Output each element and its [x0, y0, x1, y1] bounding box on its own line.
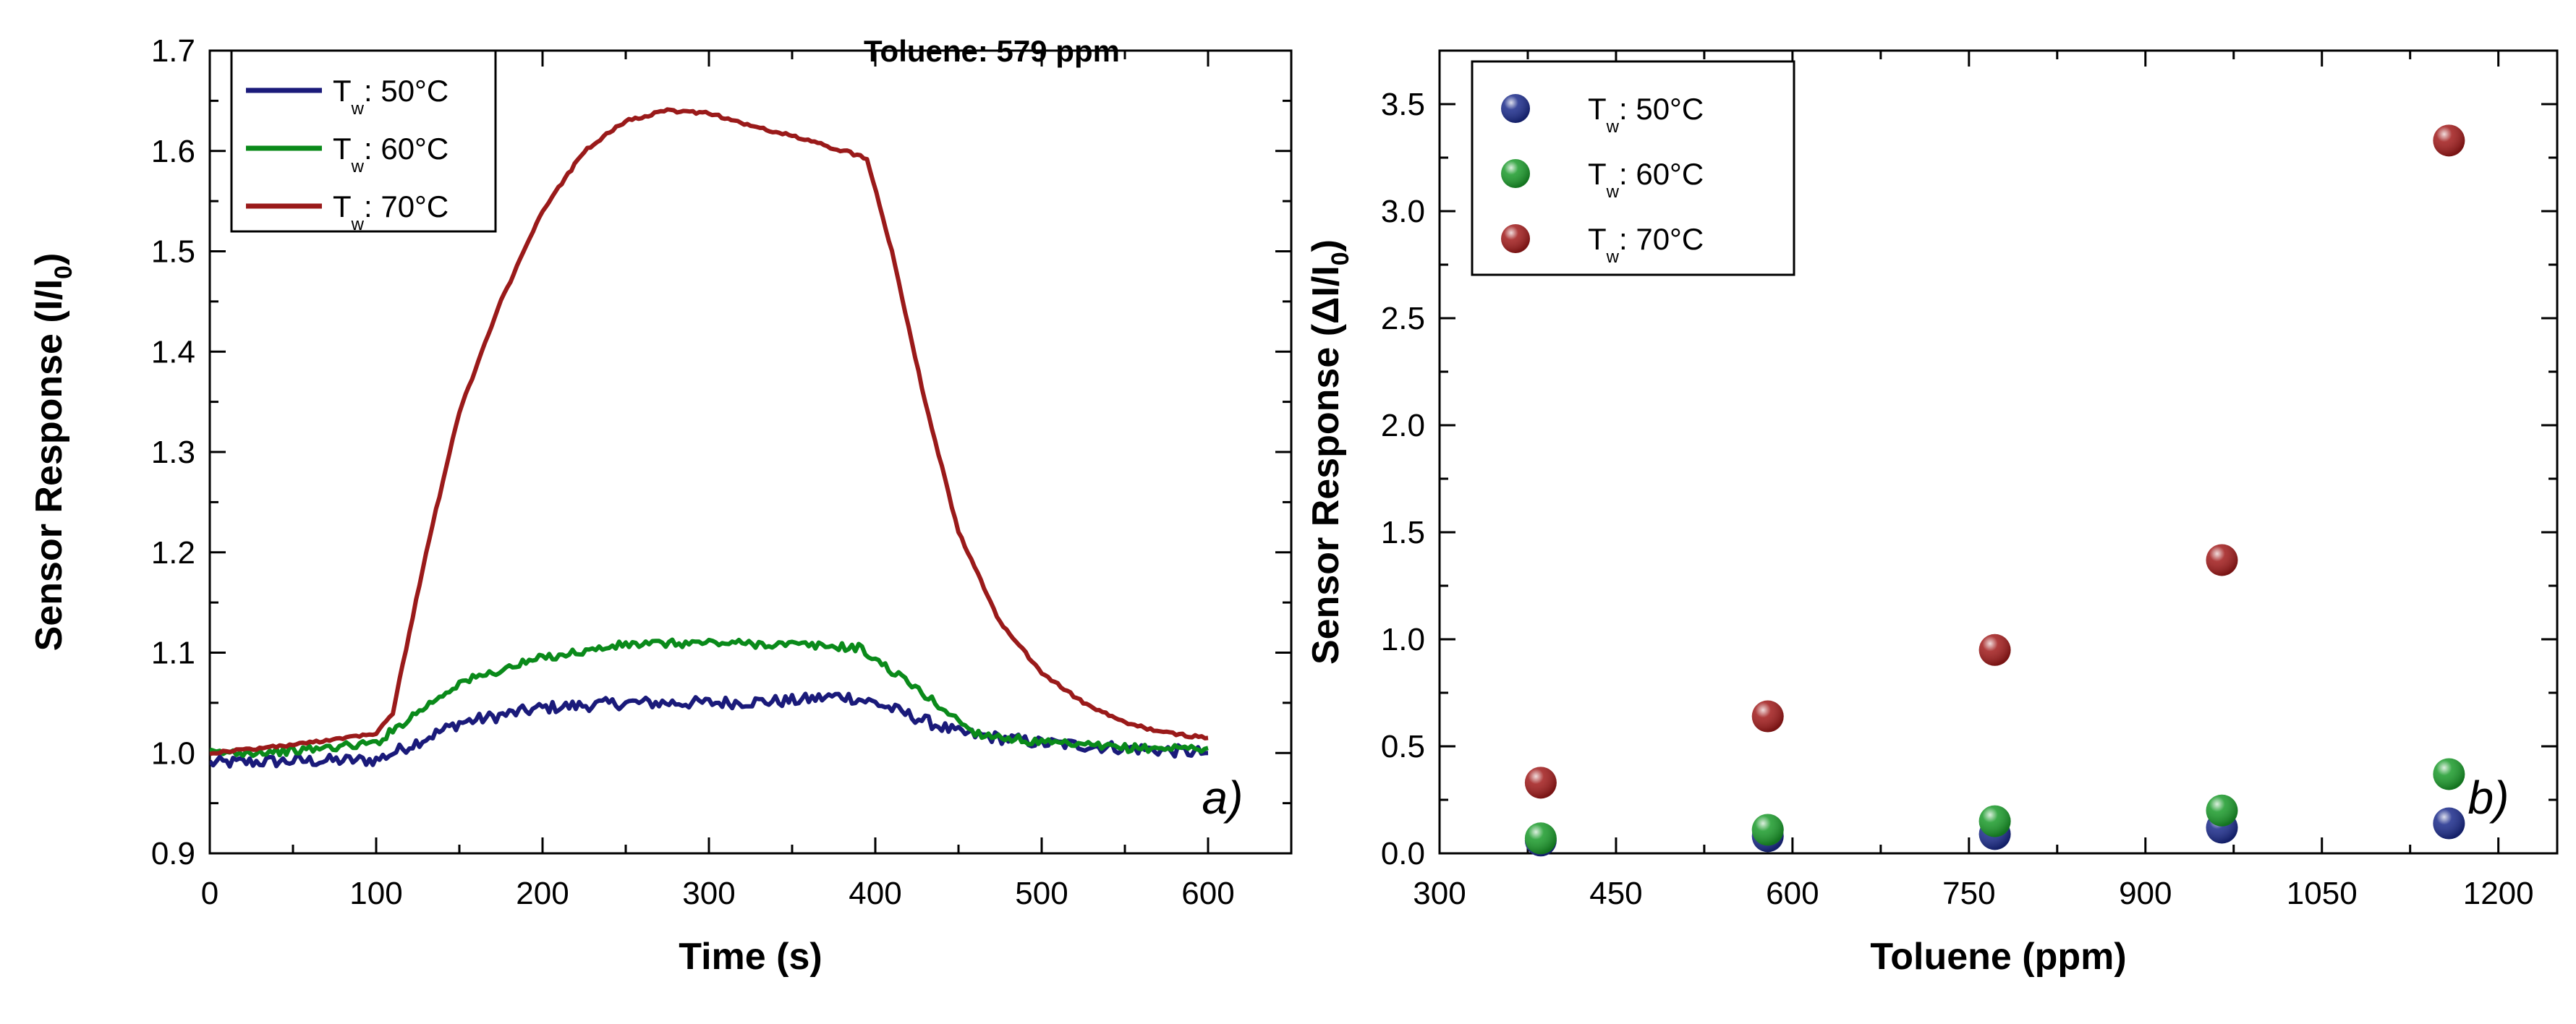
legend-label-sub: w [351, 157, 365, 176]
panel-label: a) [1202, 772, 1244, 824]
y-axis-title-close: ) [1305, 239, 1347, 252]
legend-label-sub: w [1606, 117, 1620, 137]
legend-label-sub: w [351, 99, 365, 119]
legend-label-main: T [333, 74, 352, 108]
legend-label: Tw: 60°C [1588, 157, 1704, 202]
y-tick-label: 1.0 [1381, 622, 1425, 657]
legend-label-rest: : 50°C [1619, 92, 1704, 126]
y-axis-title: Sensor Response (I/I0) [28, 253, 77, 652]
x-axis-title: Toluene (ppm) [1870, 936, 2126, 978]
x-tick-label: 450 [1589, 876, 1642, 911]
legend: Tw: 50°CTw: 60°CTw: 70°C [230, 49, 497, 234]
data-point-shine [2433, 758, 2465, 790]
y-axis-title-sub: 0 [50, 265, 77, 279]
legend-label: Tw: 50°C [1588, 92, 1704, 137]
legend-label-main: T [333, 189, 352, 223]
data-point-shine [1751, 814, 1784, 846]
data-point-shine [2433, 807, 2465, 840]
data-point-shine [1751, 700, 1784, 733]
y-axis-title-main: Sensor Response (ΔI/I [1305, 265, 1347, 665]
legend-label: Tw: 70°C [333, 189, 449, 234]
plot-frame [1438, 49, 2559, 855]
y-tick-label: 1.1 [151, 636, 195, 671]
legend-label-rest: : 60°C [364, 132, 449, 166]
legend-label-main: T [1588, 222, 1607, 256]
data-point-shine [2433, 124, 2465, 157]
legend-label-main: T [1588, 92, 1607, 126]
panel-a: 0 100 200 300 400 500 600 0.9 1.0 1.1 1.2 1.3 1.4 1.5… [28, 33, 1293, 978]
x-tick-label: 1050 [2287, 876, 2358, 911]
y-tick-label: 2.0 [1381, 408, 1425, 443]
legend-label-rest: : 70°C [364, 189, 449, 223]
y-tick-label: 3.0 [1381, 194, 1425, 229]
legend-label-sub: w [1606, 247, 1620, 267]
x-tick-label: 200 [516, 876, 569, 911]
annotation-text: Toluene: 579 ppm [864, 34, 1120, 68]
x-tick-label: 600 [1181, 876, 1234, 911]
series-line-3 [210, 107, 1209, 756]
data-point-shine [1524, 822, 1557, 855]
y-tick-label: 2.5 [1381, 301, 1425, 336]
x-tick-label: 750 [1942, 876, 1995, 911]
legend-label-sub: w [351, 215, 365, 234]
x-tick-label: 300 [682, 876, 735, 911]
y-tick-label: 0.5 [1381, 729, 1425, 764]
x-tick-label: 900 [2119, 876, 2172, 911]
series-line-2 [210, 637, 1209, 759]
data-point-shine [1978, 805, 2011, 837]
x-tick-label: 600 [1766, 876, 1819, 911]
y-axis-title-main: Sensor Response (I/I [28, 279, 70, 651]
x-axis-title: Time (s) [679, 936, 822, 978]
legend-label: Tw: 70°C [1588, 222, 1704, 267]
legend-label-rest: : 70°C [1619, 222, 1704, 256]
x-tick-label: 0 [201, 876, 218, 911]
data-point-shine [2206, 544, 2238, 576]
x-tick-label: 500 [1015, 876, 1068, 911]
legend-label: Tw: 50°C [333, 74, 449, 119]
y-axis-title-close: ) [28, 253, 70, 265]
y-tick-label: 0.9 [151, 836, 195, 871]
y-tick-label: 1.5 [151, 234, 195, 270]
legend-marker-shine [1501, 159, 1530, 188]
y-tick-label: 1.6 [151, 134, 195, 169]
data-point-shine [1978, 633, 2011, 666]
legend: Tw: 50°CTw: 60°CTw: 70°C [1471, 60, 1795, 276]
y-tick-label: 1.0 [151, 735, 195, 771]
y-tick-label: 3.5 [1381, 87, 1425, 122]
legend-label-sub: w [1606, 182, 1620, 202]
y-tick-label: 1.3 [151, 435, 195, 470]
y-tick-label: 1.5 [1381, 515, 1425, 550]
x-tick-label: 1200 [2463, 876, 2534, 911]
legend-label-main: T [333, 132, 352, 166]
data-point-shine [1524, 767, 1557, 799]
x-tick-label: 400 [849, 876, 901, 911]
legend-label-rest: : 50°C [364, 74, 449, 108]
panel-b: 300 450 600 750 900 1050 1200 0.0 0.5 1.0 1.5 2.0 2.… [1305, 49, 2559, 978]
legend-label-rest: : 60°C [1619, 157, 1704, 191]
panel-label: b) [2468, 772, 2509, 824]
y-axis-title-sub: 0 [1327, 252, 1354, 265]
x-tick-label: 300 [1413, 876, 1466, 911]
y-tick-label: 1.7 [151, 33, 195, 69]
y-tick-label: 1.4 [151, 334, 195, 370]
legend-marker-shine [1501, 94, 1530, 123]
legend-marker-shine [1501, 224, 1530, 253]
y-tick-label: 1.2 [151, 535, 195, 571]
y-axis-title: Sensor Response (ΔI/I0) [1305, 239, 1354, 665]
data-point-shine [2206, 794, 2238, 827]
series-line-1 [210, 691, 1209, 769]
legend-box [230, 49, 497, 233]
x-tick-label: 100 [349, 876, 402, 911]
legend-label-main: T [1588, 157, 1607, 191]
legend-label: Tw: 60°C [333, 132, 449, 176]
y-tick-label: 0.0 [1381, 836, 1425, 871]
